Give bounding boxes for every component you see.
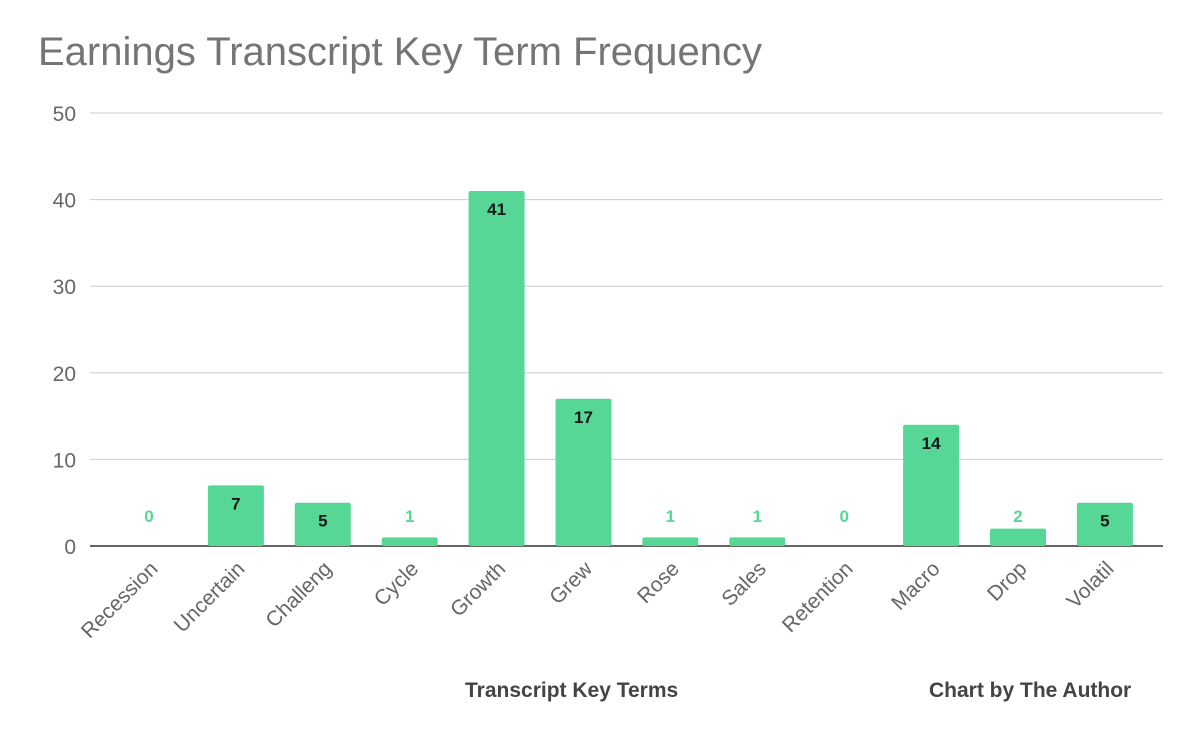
x-tick-label-rose: Rose (633, 557, 684, 608)
x-tick-label-cycle: Cycle (370, 557, 423, 610)
x-tick-label-recession: Recession (77, 557, 163, 643)
y-tick-label: 40 (53, 190, 76, 213)
data-label-rose: 1 (666, 507, 675, 526)
data-label-cycle: 1 (405, 507, 414, 526)
bars (207, 190, 1133, 546)
bar-volatil (1076, 502, 1133, 546)
bar-growth (468, 190, 525, 546)
x-tick-label-growth: Growth (446, 557, 510, 621)
x-tick-label-macro: Macro (887, 557, 945, 615)
y-tick-label: 20 (53, 363, 76, 386)
gridlines (90, 112, 1163, 547)
x-tick-label-retention: Retention (778, 557, 858, 637)
data-label-drop: 2 (1013, 507, 1022, 526)
data-label-macro: 14 (922, 434, 941, 453)
bar-drop (990, 528, 1046, 546)
bar-sales (729, 537, 786, 546)
data-label-sales: 1 (753, 507, 762, 526)
y-tick-label: 50 (53, 103, 76, 126)
data-label-uncertain: 7 (231, 494, 240, 513)
bar-macro (903, 424, 960, 546)
data-label-volatil: 5 (1100, 512, 1109, 531)
x-tick-label-sales: Sales (717, 557, 770, 610)
x-tick-label-challeng: Challeng (261, 557, 336, 632)
data-labels: 0 7 5 1 41 17 1 1 0 14 2 5 (144, 200, 1109, 531)
chart-title: Earnings Transcript Key Term Frequency (38, 30, 763, 74)
y-axis-ticks: 0 10 20 30 40 50 (53, 103, 76, 559)
bar-uncertain (207, 485, 264, 546)
data-label-retention: 0 (839, 507, 848, 526)
y-tick-label: 30 (53, 276, 76, 299)
data-label-recession: 0 (144, 507, 153, 526)
x-tick-label-grew: Grew (545, 557, 597, 609)
bar-cycle (381, 537, 438, 546)
y-tick-label: 10 (53, 449, 76, 472)
chart-credit: Chart by The Author (929, 679, 1132, 702)
y-tick-label: 0 (64, 536, 76, 559)
bar-rose (642, 537, 699, 546)
x-tick-label-uncertain: Uncertain (170, 557, 250, 637)
x-tick-label-drop: Drop (983, 557, 1031, 605)
bar-challeng (294, 502, 351, 546)
x-axis-title: Transcript Key Terms (465, 679, 679, 702)
x-axis-categories: Recession Uncertain Challeng Cycle Growth Gre… (77, 557, 1119, 643)
bar-grew (555, 398, 612, 546)
data-label-challeng: 5 (318, 512, 327, 531)
data-label-grew: 17 (574, 408, 593, 427)
data-label-growth: 41 (487, 200, 506, 219)
x-tick-label-volatil: Volatil (1063, 557, 1119, 613)
